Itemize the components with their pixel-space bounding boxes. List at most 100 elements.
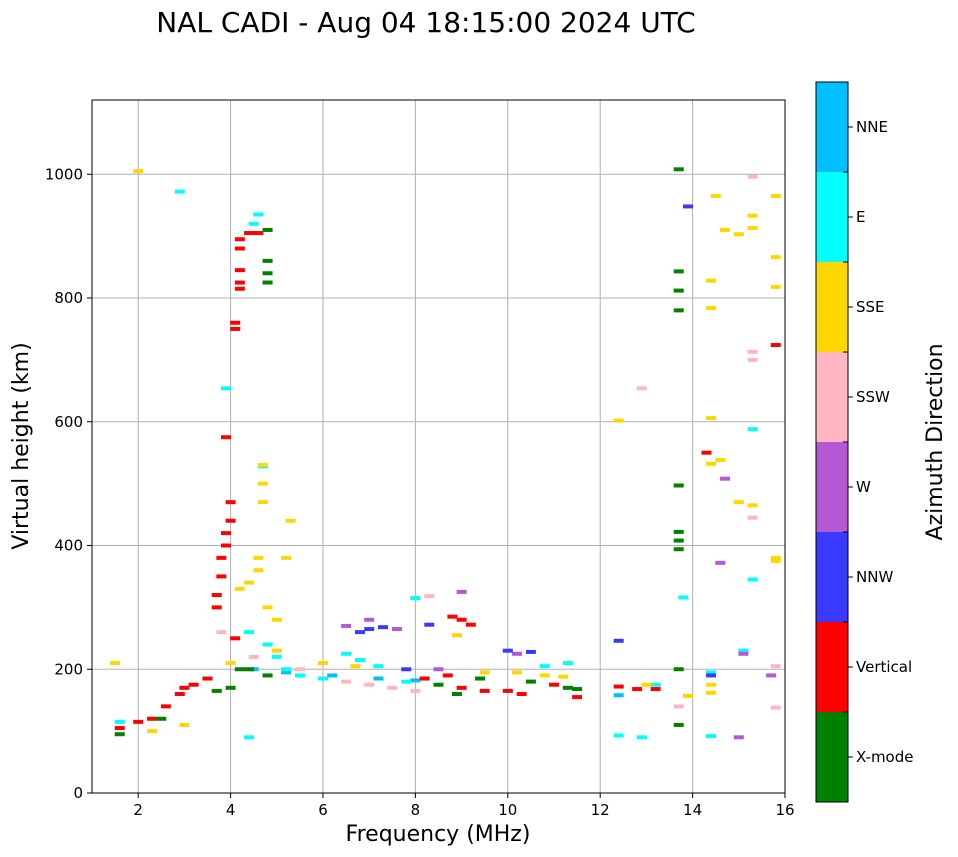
data-point-vertical xyxy=(549,682,559,687)
plot-area: 2 4 6 8 10 12 14 16 0 200 400 600 800 1000 xyxy=(45,99,795,819)
data-point-vertical xyxy=(211,605,222,610)
data-point-e xyxy=(253,212,264,217)
data-point-vertical xyxy=(225,500,236,505)
colorbar-frame xyxy=(815,81,849,803)
data-point-sse xyxy=(733,500,744,505)
data-point-sse xyxy=(706,461,717,466)
data-point-vertical xyxy=(234,268,245,273)
data-point-e xyxy=(341,651,352,656)
data-point-nne xyxy=(613,693,624,698)
data-point-sse xyxy=(271,648,282,653)
grid-lines xyxy=(92,100,786,794)
data-point-sse xyxy=(747,213,758,218)
data-point-nnw xyxy=(424,622,435,627)
data-point-e xyxy=(401,679,412,684)
data-point-ssw xyxy=(410,688,421,693)
colorbar-segment xyxy=(816,352,848,442)
data-point-w xyxy=(733,735,744,740)
data-point-vertical xyxy=(234,246,245,251)
data-point-x-mode xyxy=(673,667,684,672)
data-point-sse xyxy=(110,661,121,666)
data-point-vertical xyxy=(479,688,490,693)
data-point-ssw xyxy=(673,704,684,709)
data-point-sse xyxy=(706,416,717,421)
data-point-vertical xyxy=(133,719,144,724)
data-point-x-mode xyxy=(562,685,573,690)
data-point-vertical xyxy=(230,320,241,325)
data-point-w xyxy=(512,651,523,656)
data-point-sse xyxy=(262,605,273,610)
y-tick-label: 800 xyxy=(54,289,83,307)
data-point-x-mode xyxy=(262,258,273,263)
data-point-sse xyxy=(710,193,721,198)
data-point-nne xyxy=(327,673,338,678)
data-point-e xyxy=(738,648,749,653)
data-point-nne xyxy=(373,676,384,681)
x-tick-label: 16 xyxy=(775,801,794,819)
azimuth-colorbar: X-mode Vertical NNW W SSW SSE E NNE xyxy=(815,81,913,803)
data-point-sse xyxy=(147,729,158,734)
data-point-x-mode xyxy=(673,288,684,293)
data-point-vertical xyxy=(220,543,231,548)
data-point-x-mode xyxy=(244,667,255,672)
colorbar-segment xyxy=(816,172,848,262)
data-point-nnw xyxy=(354,630,365,635)
data-point-e xyxy=(174,189,185,194)
data-point-sse xyxy=(558,674,569,679)
data-point-e xyxy=(539,664,550,669)
data-point-sse xyxy=(253,555,264,560)
data-point-x-mode xyxy=(451,692,462,696)
data-point-x-mode xyxy=(673,538,684,543)
data-point-sse xyxy=(733,232,744,237)
data-point-e xyxy=(281,667,292,672)
data-point-sse xyxy=(350,664,361,669)
colorbar-segment xyxy=(816,532,848,622)
data-point-vertical xyxy=(572,695,583,700)
data-point-sse xyxy=(451,633,462,638)
x-tick-label: 8 xyxy=(411,801,421,819)
data-point-vertical xyxy=(234,237,245,242)
data-point-e xyxy=(114,719,125,724)
data-point-x-mode xyxy=(673,483,684,488)
colorbar-label: W xyxy=(856,478,871,496)
data-point-nnw xyxy=(364,627,375,632)
data-point-x-mode xyxy=(211,688,222,693)
data-point-ssw xyxy=(747,349,758,354)
data-point-nne xyxy=(410,678,421,683)
data-point-ssw xyxy=(424,594,435,599)
data-point-e xyxy=(706,734,717,739)
y-axis-ticks: 0 200 400 600 800 1000 xyxy=(45,165,92,802)
data-point-e xyxy=(747,577,758,582)
y-tick-label: 0 xyxy=(73,784,83,802)
x-axis-ticks: 2 4 6 8 10 12 14 16 xyxy=(133,793,795,819)
data-point-sse xyxy=(318,661,328,666)
y-tick-label: 1000 xyxy=(45,165,83,183)
data-point-e xyxy=(650,682,661,687)
data-point-vertical xyxy=(179,685,190,690)
data-point-vertical xyxy=(456,617,467,622)
data-point-vertical xyxy=(188,682,199,687)
data-point-sse xyxy=(770,255,781,260)
data-point-vertical xyxy=(211,593,222,597)
data-point-x-mode xyxy=(572,687,583,692)
data-point-sse xyxy=(225,661,236,666)
data-point-x-mode xyxy=(525,679,536,684)
x-tick-label: 2 xyxy=(133,801,143,819)
data-point-vertical xyxy=(632,687,643,692)
data-point-x-mode xyxy=(262,227,273,232)
data-point-sse xyxy=(613,418,624,423)
data-point-sse xyxy=(179,722,190,727)
data-point-sse xyxy=(244,580,255,585)
data-point-vertical xyxy=(447,614,458,619)
data-point-vertical xyxy=(244,231,255,236)
data-point-e xyxy=(220,386,231,391)
data-point-vertical xyxy=(234,286,245,291)
x-tick-label: 12 xyxy=(591,801,610,819)
data-point-ssw xyxy=(747,174,758,179)
x-axis-title: Frequency (MHz) xyxy=(346,822,531,847)
y-axis-title: Virtual height (km) xyxy=(9,342,34,549)
data-point-nnw xyxy=(401,667,412,672)
data-point-sse xyxy=(715,458,726,463)
data-point-ssw xyxy=(770,664,781,669)
